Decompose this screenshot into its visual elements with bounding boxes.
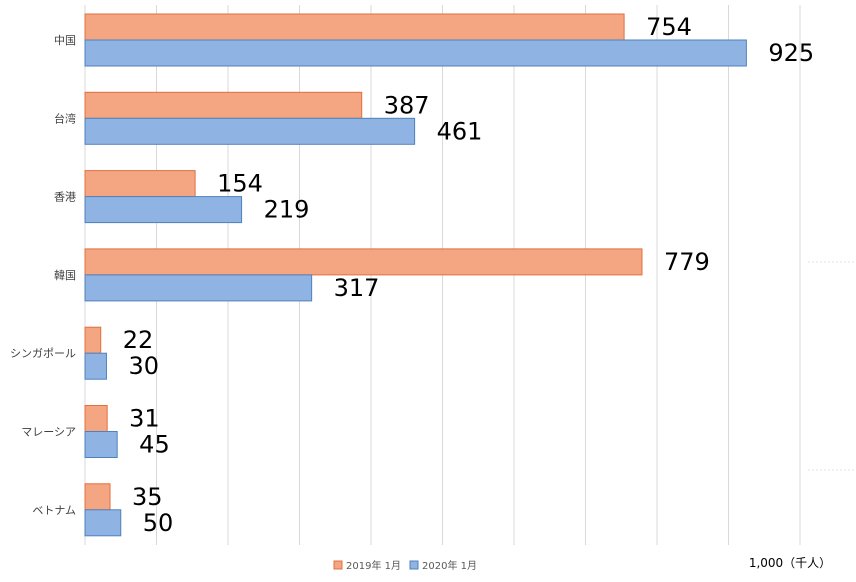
legend: 2019年 1月 2020年 1月 xyxy=(333,559,477,572)
value-label: 35 xyxy=(132,483,163,511)
bar-2020 xyxy=(84,117,416,145)
bar-2020 xyxy=(84,509,122,537)
value-label: 22 xyxy=(123,326,154,354)
value-label: 154 xyxy=(217,170,263,198)
value-label: 387 xyxy=(384,91,430,119)
category-label: 韓国 xyxy=(54,269,76,282)
category-label: シンガポール xyxy=(10,347,76,360)
bar-2019 xyxy=(84,326,102,354)
bar-2020 xyxy=(84,274,313,302)
category-label: ベトナム xyxy=(32,504,76,517)
value-label: 754 xyxy=(646,13,692,41)
legend-label: 2019年 1月 xyxy=(346,559,401,572)
bar-2019 xyxy=(84,170,196,198)
legend-swatch-2020 xyxy=(409,560,419,570)
value-label: 50 xyxy=(143,509,174,537)
axis-unit-note: 1,000（千人） xyxy=(749,556,831,570)
category-label: 香港 xyxy=(54,191,76,204)
bar-2019 xyxy=(84,91,363,119)
category-label: マレーシア xyxy=(21,426,76,439)
bars xyxy=(84,13,747,537)
value-label: 925 xyxy=(768,39,814,67)
bar-2019 xyxy=(84,248,643,276)
bar-2020 xyxy=(84,431,118,458)
value-label: 45 xyxy=(139,431,170,459)
legend-swatch-2019 xyxy=(333,560,343,570)
value-label: 219 xyxy=(264,196,310,224)
value-label: 779 xyxy=(664,248,710,276)
category-label: 台湾 xyxy=(54,111,76,125)
bar-2019 xyxy=(84,13,625,41)
legend-label: 2020年 1月 xyxy=(422,559,477,572)
value-label: 317 xyxy=(334,274,380,302)
bar-2020 xyxy=(84,196,243,224)
value-label: 461 xyxy=(437,117,483,145)
category-label: 中国 xyxy=(54,34,76,47)
value-label: 31 xyxy=(129,405,160,433)
bar-2019 xyxy=(84,405,108,432)
value-label: 30 xyxy=(128,352,159,380)
bar-2019 xyxy=(84,483,111,511)
bar-2020 xyxy=(84,39,747,67)
bar-2020 xyxy=(84,352,107,380)
